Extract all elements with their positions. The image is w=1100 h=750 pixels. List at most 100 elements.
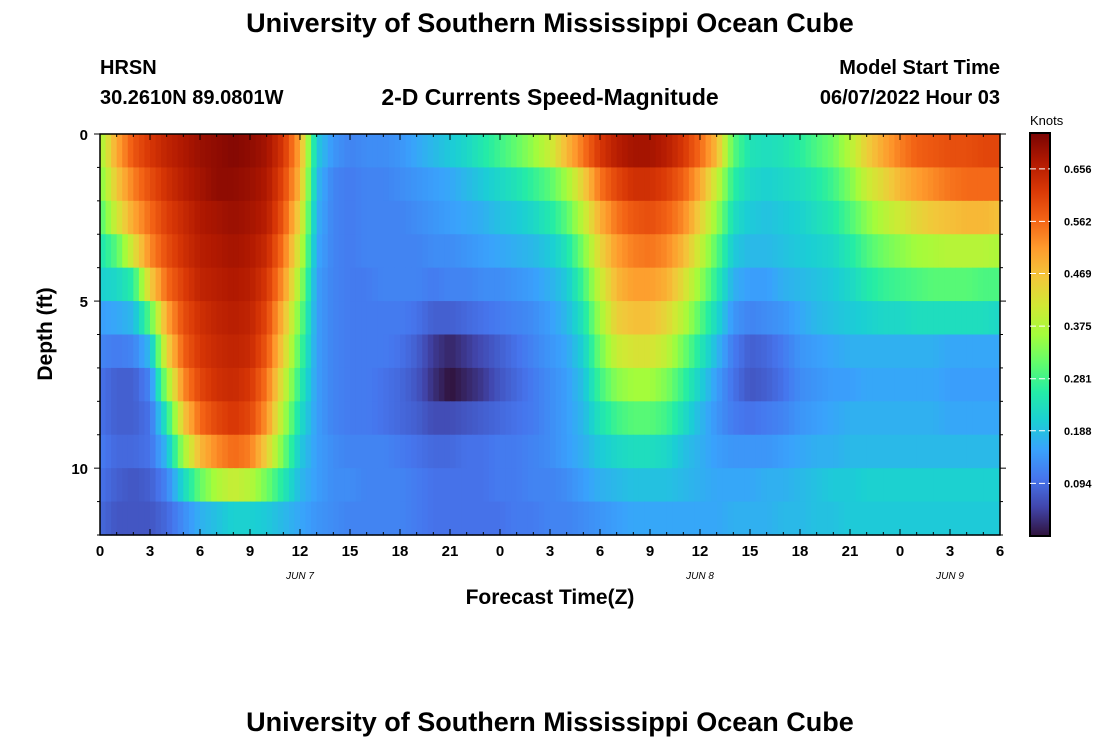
heatmap-cell bbox=[211, 234, 218, 269]
heatmap-cell bbox=[450, 134, 457, 169]
heatmap-cell bbox=[450, 167, 457, 202]
heatmap-cell bbox=[711, 367, 718, 402]
heatmap-cell bbox=[200, 200, 207, 235]
heatmap-cell bbox=[533, 234, 540, 269]
heatmap-cell bbox=[850, 167, 857, 202]
heatmap-cell bbox=[977, 301, 984, 336]
heatmap-cell bbox=[927, 501, 934, 536]
heatmap-cell bbox=[533, 501, 540, 536]
heatmap-cell bbox=[894, 468, 901, 503]
heatmap-cell bbox=[433, 501, 440, 536]
heatmap-cell bbox=[938, 234, 946, 269]
heatmap-cell bbox=[422, 267, 429, 302]
heatmap-cell bbox=[594, 234, 601, 269]
heatmap-cell bbox=[333, 367, 340, 402]
heatmap-cell bbox=[533, 267, 540, 302]
heatmap-cell bbox=[266, 234, 273, 269]
heatmap-cell bbox=[372, 134, 379, 169]
heatmap-cell bbox=[561, 468, 568, 503]
heatmap-cell bbox=[983, 234, 990, 269]
heatmap-cell bbox=[150, 167, 157, 202]
heatmap-cell bbox=[477, 367, 484, 402]
heatmap-cell bbox=[927, 134, 934, 169]
heatmap-cell bbox=[550, 167, 557, 202]
heatmap-cell bbox=[183, 301, 190, 336]
heatmap-cell bbox=[611, 401, 618, 436]
heatmap-cell bbox=[244, 401, 251, 436]
heatmap-cell bbox=[766, 367, 773, 402]
heatmap-cell bbox=[105, 501, 112, 536]
heatmap-cell bbox=[216, 334, 223, 369]
heatmap-cell bbox=[916, 434, 923, 469]
heatmap-cell bbox=[483, 134, 490, 169]
heatmap-cell bbox=[850, 401, 857, 436]
heatmap-cell bbox=[700, 501, 707, 536]
heatmap-cell bbox=[788, 134, 796, 169]
heatmap-cell bbox=[961, 134, 968, 169]
heatmap-cell bbox=[927, 200, 934, 235]
colorbar-tick-label: 0.375 bbox=[1064, 321, 1092, 333]
heatmap-cell bbox=[511, 434, 518, 469]
heatmap-cell bbox=[344, 334, 351, 369]
heatmap-cell bbox=[161, 267, 168, 302]
heatmap-cell bbox=[627, 167, 634, 202]
heatmap-cell bbox=[127, 468, 134, 503]
heatmap-cell bbox=[544, 401, 551, 436]
heatmap-cell bbox=[638, 200, 646, 235]
heatmap-cell bbox=[933, 434, 940, 469]
heatmap-cell bbox=[755, 167, 762, 202]
heatmap-cell bbox=[161, 401, 168, 436]
heatmap-cell bbox=[144, 134, 151, 169]
heatmap-cell bbox=[305, 234, 312, 269]
heatmap-cell bbox=[566, 334, 573, 369]
heatmap-cell bbox=[966, 367, 973, 402]
x-tick-label: 0 bbox=[496, 543, 504, 560]
heatmap-cell bbox=[322, 434, 329, 469]
heatmap-cell bbox=[200, 267, 207, 302]
heatmap-cell bbox=[600, 234, 607, 269]
x-tick-label: 15 bbox=[342, 543, 359, 560]
heatmap-cell bbox=[155, 501, 162, 536]
heatmap-cell bbox=[883, 301, 890, 336]
heatmap-cell bbox=[694, 367, 701, 402]
heatmap-cell bbox=[433, 401, 440, 436]
heatmap-cell bbox=[338, 367, 346, 402]
heatmap-cell bbox=[538, 367, 546, 402]
heatmap-cell bbox=[655, 434, 662, 469]
x-tick-label: 0 bbox=[96, 543, 104, 560]
heatmap-cell bbox=[877, 134, 884, 169]
heatmap-cell bbox=[261, 468, 268, 503]
heatmap-cell bbox=[288, 234, 296, 269]
heatmap-cell bbox=[261, 334, 268, 369]
heatmap-cell bbox=[677, 301, 684, 336]
heatmap-cell bbox=[338, 134, 346, 169]
heatmap-cell bbox=[244, 468, 251, 503]
station-location: 30.2610N 89.0801W bbox=[100, 87, 284, 109]
heatmap-cell bbox=[916, 267, 923, 302]
heatmap-cell bbox=[238, 367, 246, 402]
heatmap-cell bbox=[366, 267, 373, 302]
heatmap-cell bbox=[316, 234, 323, 269]
heatmap-cell bbox=[655, 501, 662, 536]
x-tick-label: 9 bbox=[646, 543, 654, 560]
heatmap-cell bbox=[872, 434, 879, 469]
heatmap-cell bbox=[105, 167, 112, 202]
heatmap-cell bbox=[811, 267, 818, 302]
heatmap-cell bbox=[683, 401, 690, 436]
heatmap-cell bbox=[872, 200, 879, 235]
heatmap-cell bbox=[477, 301, 484, 336]
heatmap-cell bbox=[461, 367, 468, 402]
heatmap-cell bbox=[833, 200, 840, 235]
heatmap-cell bbox=[777, 200, 784, 235]
heatmap-cell bbox=[938, 167, 946, 202]
heatmap-cell bbox=[877, 234, 884, 269]
heatmap-cell bbox=[283, 200, 290, 235]
heatmap-cell bbox=[983, 468, 990, 503]
heatmap-cell bbox=[877, 267, 884, 302]
heatmap-cell bbox=[650, 434, 657, 469]
heatmap-cell bbox=[222, 501, 229, 536]
heatmap-cell bbox=[222, 200, 229, 235]
heatmap-cell bbox=[211, 134, 218, 169]
heatmap-cell bbox=[166, 334, 173, 369]
heatmap-cell bbox=[294, 468, 301, 503]
